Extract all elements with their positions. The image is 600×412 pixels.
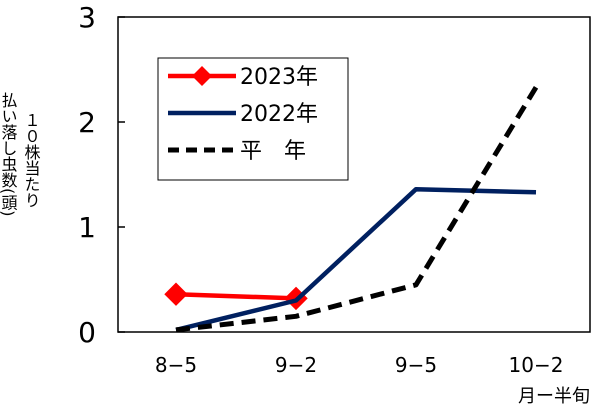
legend-label-0: 2023年 — [240, 65, 318, 90]
series-point-0 — [164, 282, 188, 306]
y-tick-label: 2 — [78, 106, 96, 139]
x-tick-label: 9−5 — [395, 353, 437, 377]
series-line-2 — [175, 86, 539, 333]
plot-frame — [117, 16, 591, 333]
series-layer — [164, 86, 539, 333]
y-tick-label: 3 — [78, 1, 96, 34]
y-tick-label: 0 — [78, 316, 96, 349]
legend-label-1: 2022年 — [240, 102, 318, 127]
y-axis-label: 払い落し虫数(頭) — [0, 92, 18, 216]
x-axis-ticks: 8−5 9−2 9−5 10−2 — [155, 353, 564, 377]
y-axis-ticks: 0 1 2 3 — [78, 1, 125, 349]
legend-marker-0 — [192, 66, 212, 86]
legend-box — [157, 57, 349, 181]
x-axis-label: 月ー半旬 — [518, 386, 590, 407]
x-tick-label: 8−5 — [155, 353, 197, 377]
legend-label-2: 平 年 — [240, 139, 306, 164]
y-axis-label-2: １０株当たり — [22, 112, 41, 208]
x-tick-label: 9−2 — [275, 353, 317, 377]
series-line-1 — [175, 186, 537, 333]
y-tick-label: 1 — [78, 211, 96, 244]
x-tick-label: 10−2 — [509, 353, 564, 377]
series-line-0 — [175, 291, 297, 301]
